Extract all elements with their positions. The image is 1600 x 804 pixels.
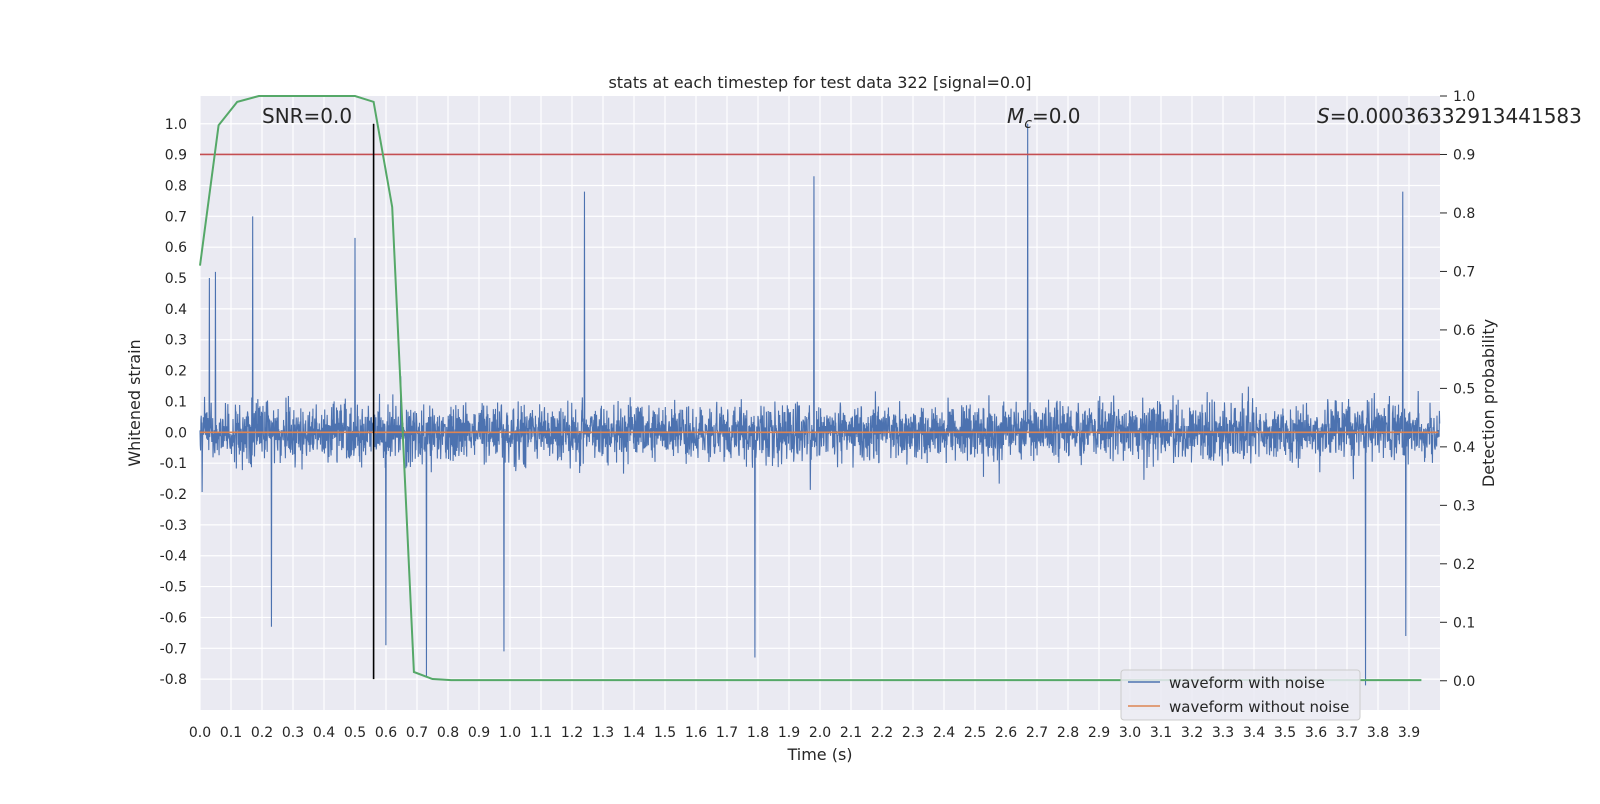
y2-tick-label: 0.7: [1453, 264, 1475, 280]
x-tick-label: 0.1: [220, 725, 242, 741]
y2-tick-label: 0.6: [1453, 323, 1475, 339]
y-tick-label: 0.5: [165, 271, 187, 287]
x-tick-label: 3.1: [1150, 725, 1172, 741]
x-tick-label: 0.6: [375, 725, 397, 741]
x-tick-label: 1.8: [747, 725, 769, 741]
x-tick-label: 0.4: [313, 725, 335, 741]
x-tick-label: 0.3: [282, 725, 304, 741]
legend: waveform with noise waveform without noi…: [1120, 669, 1361, 721]
y-tick-label: -0.5: [160, 580, 187, 596]
s-symbol: S: [1317, 104, 1330, 128]
y2-axis-label: Detection probability: [1479, 319, 1498, 487]
y2-tick-label: 0.9: [1453, 147, 1475, 163]
y2-tick-label: 0.0: [1453, 674, 1475, 690]
y-tick-label: -0.8: [160, 672, 187, 688]
x-tick-label: 2.2: [871, 725, 893, 741]
legend-label-noise: waveform with noise: [1169, 674, 1325, 692]
x-tick-label: 1.5: [654, 725, 676, 741]
y-tick-label: -0.4: [160, 549, 187, 565]
x-tick-label: 3.6: [1305, 725, 1327, 741]
x-tick-label: 1.3: [592, 725, 614, 741]
x-tick-label: 1.9: [778, 725, 800, 741]
mc-symbol: M: [1007, 104, 1024, 128]
snr-annotation: SNR=0.0: [262, 104, 352, 128]
y-tick-label: -0.2: [160, 487, 187, 503]
y-tick-label: -0.1: [160, 456, 187, 472]
x-tick-label: 0.8: [437, 725, 459, 741]
s-annotation: S=0.00036332913441583: [1317, 104, 1582, 128]
x-tick-label: 0.2: [251, 725, 273, 741]
x-tick-label: 2.6: [995, 725, 1017, 741]
y2-tick-label: 0.8: [1453, 206, 1475, 222]
x-tick-label: 0.9: [468, 725, 490, 741]
x-tick-label: 3.7: [1336, 725, 1358, 741]
y-tick-label: 0.1: [165, 394, 187, 410]
y-tick-label: -0.3: [160, 518, 187, 534]
x-tick-label: 1.1: [530, 725, 552, 741]
mc-annotation: Mc=0.0: [1007, 104, 1081, 132]
legend-box: [1120, 669, 1361, 721]
mc-subscript: c: [1024, 116, 1032, 132]
x-tick-label: 1.7: [716, 725, 738, 741]
x-tick-label: 3.3: [1212, 725, 1234, 741]
y2-tick-labels: 1.0 0.9 0.8 0.7 0.6 0.5 0.4 0.3 0.2 0.1 0.0: [1440, 89, 1475, 690]
y2-tick-label: 0.2: [1453, 557, 1475, 573]
series-waveform-with-noise: [199, 123, 1441, 686]
y2-tick-label: 0.1: [1453, 615, 1475, 631]
grid: [199, 96, 1440, 710]
x-tick-label: 3.2: [1181, 725, 1203, 741]
y-tick-label: 0.4: [165, 302, 187, 318]
x-tick-label: 2.1: [840, 725, 862, 741]
y-tick-label: 0.6: [165, 240, 187, 256]
y-axis-label: Whitened strain: [125, 339, 144, 466]
y-tick-label: 0.2: [165, 364, 187, 380]
y2-tick-label: 1.0: [1453, 89, 1475, 105]
x-tick-label: 3.4: [1243, 725, 1265, 741]
x-tick-label: 1.2: [561, 725, 583, 741]
y-tick-label: 0.3: [165, 333, 187, 349]
y-tick-label: 1.0: [165, 117, 187, 133]
x-tick-label: 2.7: [1026, 725, 1048, 741]
line-waveform-with-noise: [199, 123, 1441, 686]
x-tick-label: 2.8: [1057, 725, 1079, 741]
y2-tick-label: 0.3: [1453, 498, 1475, 514]
x-tick-label: 2.3: [902, 725, 924, 741]
y-tick-label: 0.7: [165, 209, 187, 225]
y-tick-label: 0.0: [165, 425, 187, 441]
x-tick-label: 2.9: [1088, 725, 1110, 741]
y2-tick-label: 0.5: [1453, 381, 1475, 397]
y-tick-labels: 1.0 0.9 0.8 0.7 0.6 0.5 0.4 0.3 0.2 0.1 0.0 -0.1 -0.…: [160, 117, 187, 688]
legend-label-clean: waveform without noise: [1169, 698, 1349, 716]
x-tick-label: 2.0: [809, 725, 831, 741]
x-tick-label: 0.0: [189, 725, 211, 741]
y-tick-label: -0.6: [160, 610, 187, 626]
line-detection-probability: [199, 95, 1422, 682]
overlay-lines: [199, 95, 1440, 682]
x-tick-label: 3.8: [1367, 725, 1389, 741]
x-tick-label: 0.5: [344, 725, 366, 741]
x-tick-label: 3.9: [1398, 725, 1420, 741]
x-tick-labels: 0.0 0.1 0.2 0.3 0.4 0.5 0.6 0.7 0.8 0.9 1.0 1.1 1.2 1…: [189, 725, 1420, 741]
y-tick-label: 0.8: [165, 178, 187, 194]
y-tick-label: -0.7: [160, 641, 187, 657]
x-tick-label: 3.5: [1274, 725, 1296, 741]
mc-value: =0.0: [1032, 104, 1081, 128]
chart-title: stats at each timestep for test data 322…: [608, 73, 1031, 92]
y2-tick-label: 0.4: [1453, 440, 1475, 456]
x-tick-label: 1.0: [499, 725, 521, 741]
x-axis-label: Time (s): [786, 745, 852, 764]
y-tick-label: 0.9: [165, 148, 187, 164]
x-tick-label: 2.5: [964, 725, 986, 741]
x-tick-label: 2.4: [933, 725, 955, 741]
x-tick-label: 3.0: [1119, 725, 1141, 741]
x-tick-label: 0.7: [406, 725, 428, 741]
s-value: =0.00036332913441583: [1330, 104, 1582, 128]
x-tick-label: 1.4: [623, 725, 645, 741]
x-tick-label: 1.6: [685, 725, 707, 741]
